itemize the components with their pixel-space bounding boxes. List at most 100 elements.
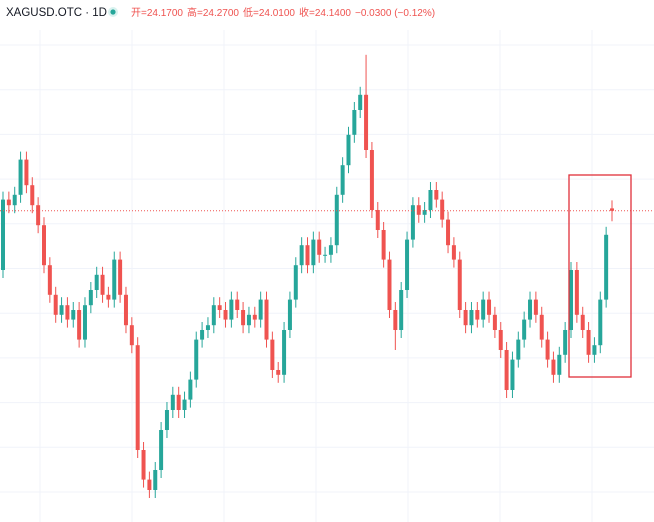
highlight-box bbox=[568, 174, 632, 378]
candle-body bbox=[94, 274, 99, 290]
candle-body bbox=[229, 299, 234, 320]
candle-body bbox=[159, 430, 164, 470]
candle-body bbox=[188, 379, 193, 400]
candle-body bbox=[440, 199, 445, 220]
candle-body bbox=[334, 194, 339, 246]
candle-body bbox=[287, 299, 292, 330]
grid bbox=[0, 30, 654, 522]
candle-body bbox=[264, 299, 269, 340]
candle-body bbox=[405, 239, 410, 290]
candle-body bbox=[82, 305, 87, 340]
candle-body bbox=[451, 245, 456, 260]
candle-body bbox=[369, 150, 374, 210]
candle-body bbox=[200, 330, 205, 340]
candle-body bbox=[88, 290, 93, 306]
candle-body bbox=[194, 339, 199, 380]
candle-body bbox=[352, 110, 357, 135]
candle-body bbox=[340, 165, 345, 195]
candle-body bbox=[77, 310, 82, 340]
candle-body bbox=[170, 394, 175, 410]
candle-body bbox=[36, 205, 41, 226]
candles bbox=[0, 54, 654, 498]
candle-body bbox=[410, 205, 415, 240]
candle-body bbox=[399, 290, 404, 330]
candle-body bbox=[381, 230, 386, 260]
candle-body bbox=[358, 94, 363, 110]
candle-body bbox=[446, 219, 451, 246]
candle-body bbox=[463, 310, 468, 326]
candle-body bbox=[41, 225, 46, 266]
status-dot bbox=[110, 9, 116, 15]
candle-body bbox=[106, 294, 111, 300]
candle-body bbox=[12, 194, 17, 206]
candle-body bbox=[241, 310, 246, 326]
candle-body bbox=[59, 305, 64, 315]
candle-body bbox=[504, 350, 509, 390]
candle-body bbox=[118, 259, 123, 295]
candle-body bbox=[1, 199, 5, 270]
candle-body bbox=[252, 314, 257, 320]
candle-body bbox=[182, 399, 187, 410]
candle-body bbox=[375, 210, 380, 230]
header: XAGUSD.OTC · 1D 开=24.1700 高=24.2700 低=24.0… bbox=[6, 6, 435, 19]
candle-body bbox=[276, 370, 281, 375]
candle-body bbox=[481, 299, 486, 320]
candle-body bbox=[457, 259, 462, 310]
candle-body bbox=[71, 310, 76, 320]
candle-body bbox=[610, 208, 614, 211]
candle-body bbox=[487, 299, 492, 315]
candle-body bbox=[6, 199, 11, 206]
ohlc-item: −0.0300 (−0.12%) bbox=[355, 8, 435, 19]
ohlc-item: 低=24.0100 bbox=[243, 6, 295, 19]
candle-body bbox=[545, 339, 550, 360]
candle-body bbox=[112, 259, 117, 300]
candle-body bbox=[569, 270, 574, 330]
candle-body bbox=[346, 134, 351, 166]
candle-body bbox=[364, 94, 369, 150]
candle-body bbox=[598, 299, 603, 346]
candle-body bbox=[223, 310, 228, 320]
candle-body bbox=[328, 245, 333, 255]
candle-body bbox=[53, 294, 58, 315]
candle-body bbox=[282, 330, 287, 375]
candle-body bbox=[123, 294, 128, 326]
candle-body bbox=[516, 339, 521, 360]
candle-body bbox=[65, 305, 70, 320]
candle-body bbox=[24, 159, 29, 186]
candle-body bbox=[492, 314, 497, 330]
candle-body bbox=[18, 159, 23, 195]
ohlc-item: 开=24.1700 bbox=[131, 8, 183, 19]
candle-body bbox=[393, 310, 398, 330]
ohlc-item: 高=24.2700 bbox=[187, 6, 239, 19]
candle-body bbox=[563, 330, 568, 355]
candle-body bbox=[305, 245, 310, 266]
candle-body bbox=[317, 239, 322, 255]
candle-body bbox=[135, 345, 140, 450]
candle-body bbox=[293, 265, 298, 300]
candle-body bbox=[592, 345, 597, 355]
candle-body bbox=[510, 359, 515, 390]
candle-body bbox=[580, 314, 585, 330]
candle-body bbox=[258, 299, 263, 320]
candle-body bbox=[522, 319, 527, 340]
candle-body bbox=[422, 210, 427, 215]
ohlc-item: 收=24.1400 bbox=[299, 6, 351, 19]
candle-body bbox=[311, 239, 316, 266]
candle-body bbox=[428, 190, 433, 210]
candle-body bbox=[387, 259, 392, 310]
candle-body bbox=[176, 394, 181, 410]
chart-title: XAGUSD.OTC · 1D bbox=[6, 7, 107, 19]
candle-body bbox=[586, 330, 591, 355]
candle-body bbox=[30, 185, 35, 206]
candle-body bbox=[141, 450, 146, 480]
candle-body bbox=[129, 325, 134, 346]
candle-body bbox=[323, 254, 328, 256]
candle-body bbox=[299, 245, 304, 266]
candle-body bbox=[528, 299, 533, 320]
candle-body bbox=[533, 299, 538, 315]
candle-body bbox=[164, 410, 169, 430]
candle-body bbox=[100, 274, 105, 295]
candle-body bbox=[211, 305, 216, 326]
